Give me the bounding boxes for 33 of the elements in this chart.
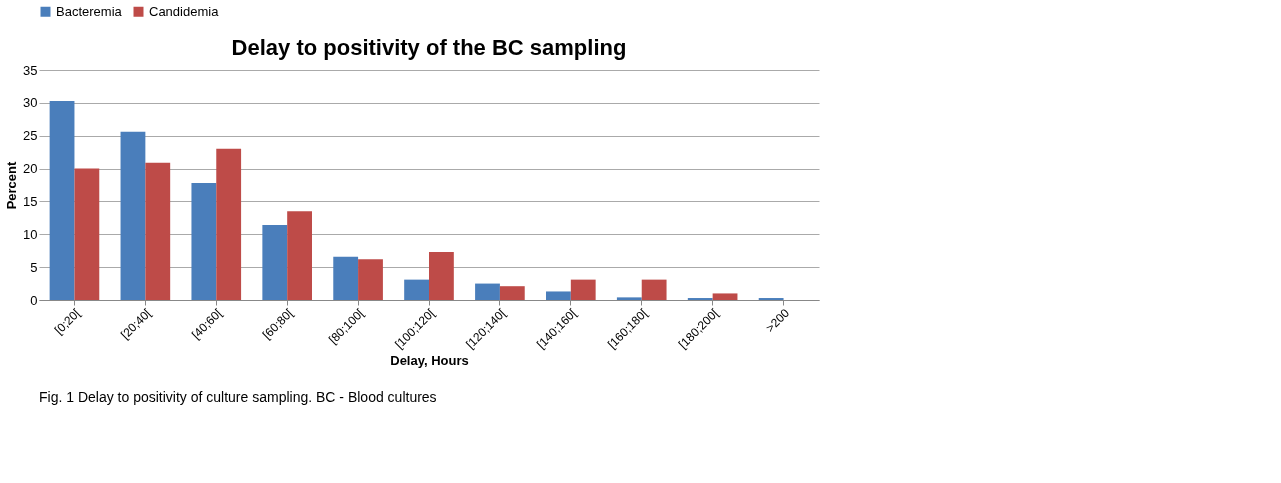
bar [546, 291, 571, 300]
bar [429, 252, 454, 300]
bar [262, 225, 288, 300]
bar [712, 293, 738, 300]
y-tick-label: 5 [30, 259, 38, 275]
bar [475, 283, 500, 300]
bar [287, 211, 312, 300]
x-axis-title: Delay, Hours [390, 352, 469, 368]
bar [74, 168, 100, 300]
y-tick-label: 20 [23, 161, 38, 177]
bar [333, 256, 359, 300]
y-tick-label: 0 [30, 292, 38, 308]
bar [570, 279, 596, 300]
bar [145, 162, 171, 300]
bar [499, 286, 525, 300]
y-axis-title: Percent [4, 160, 20, 210]
bar [358, 259, 383, 300]
chart-title: Delay to positivity of the BC sampling [231, 35, 627, 60]
bar [404, 279, 429, 300]
legend-label: Candidemia [149, 3, 220, 19]
bar [120, 131, 146, 300]
legend-label: Bacteremia [56, 3, 123, 19]
y-tick-label: 15 [23, 193, 38, 209]
bar [191, 183, 217, 300]
y-tick-label: 10 [23, 226, 38, 242]
bar [641, 279, 667, 300]
bar [49, 100, 75, 300]
y-tick-label: 35 [23, 62, 38, 78]
y-tick-label: 30 [23, 95, 38, 111]
caption: Fig. 1 Delay to positivity of culture sampling. BC - Blood cultures [39, 389, 437, 405]
bar [216, 148, 242, 300]
bar [616, 297, 642, 300]
y-tick-label: 25 [23, 128, 38, 144]
